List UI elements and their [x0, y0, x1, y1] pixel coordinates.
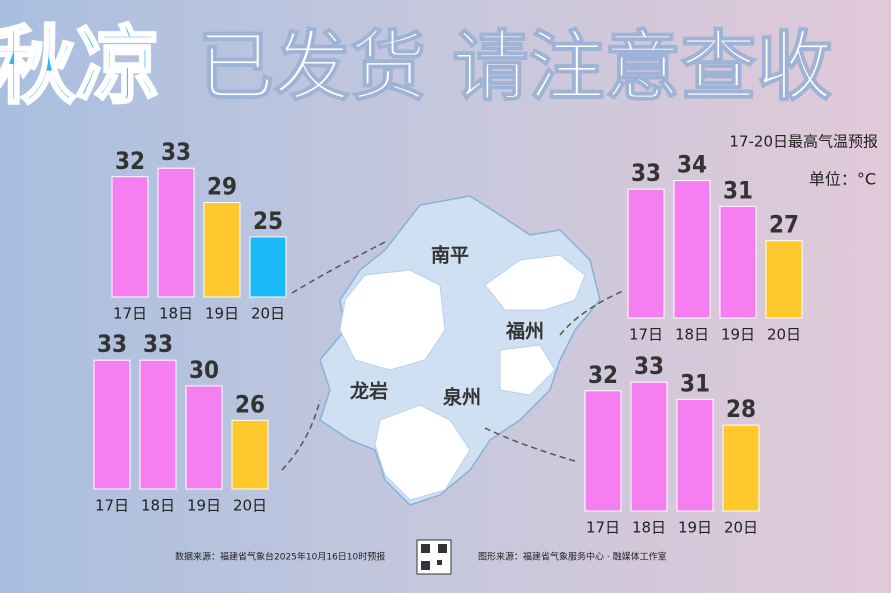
region-label: 南平: [431, 245, 469, 267]
x-tick-label: 19日: [678, 519, 712, 537]
bar: [249, 236, 287, 298]
x-tick-label: 19日: [205, 305, 239, 323]
bar: [584, 390, 622, 512]
x-tick-label: 20日: [251, 305, 285, 323]
value-label: 31: [723, 176, 753, 204]
x-tick-label: 17日: [629, 326, 663, 344]
value-label: 28: [726, 395, 756, 423]
unit: 单位：°C: [809, 170, 876, 189]
value-label: 33: [634, 352, 664, 380]
bar: [203, 202, 241, 298]
qr-code: [421, 561, 430, 570]
x-tick-label: 17日: [95, 497, 129, 515]
bar: [139, 359, 177, 490]
bar: [765, 240, 803, 319]
bar: [673, 180, 711, 319]
qr-code: [438, 544, 447, 553]
source: 数据来源：福建省气象台2025年10月16日10时预报: [175, 551, 385, 563]
bar: [630, 381, 668, 512]
value-label: 32: [588, 361, 618, 389]
region-label: 福州: [505, 320, 544, 343]
x-tick-label: 17日: [113, 305, 147, 323]
value-label: 32: [115, 147, 145, 175]
x-tick-label: 18日: [632, 519, 666, 537]
title-highlight: 秋凉: [0, 17, 160, 115]
district: [374, 404, 471, 501]
bar: [719, 205, 757, 319]
map: [281, 195, 626, 506]
qr-code: [437, 560, 442, 565]
x-tick-label: 19日: [721, 326, 755, 344]
bar: [157, 167, 195, 298]
bar: [93, 359, 131, 490]
arrow: [291, 241, 386, 294]
value-label: 31: [680, 369, 710, 397]
bar: [231, 419, 269, 490]
bar: [185, 385, 223, 490]
x-tick-label: 20日: [233, 497, 267, 515]
arrow: [559, 289, 626, 336]
x-tick-label: 18日: [141, 497, 175, 515]
value-label: 33: [97, 330, 127, 358]
district: [499, 344, 556, 396]
x-tick-label: 20日: [724, 519, 758, 537]
value-label: 33: [143, 330, 173, 358]
bar: [676, 398, 714, 512]
value-label: 27: [769, 211, 799, 239]
credit: 图形来源：福建省气象服务中心 · 融媒体工作室: [478, 551, 667, 563]
value-label: 34: [677, 151, 707, 179]
subtitle: 17-20日最高气温预报: [729, 133, 878, 151]
value-label: 33: [631, 159, 661, 187]
bar: [111, 176, 149, 298]
title: 已发货 请注意查收: [198, 22, 832, 111]
district: [484, 254, 586, 311]
x-tick-label: 17日: [586, 519, 620, 537]
value-label: 26: [235, 390, 265, 418]
district: [339, 269, 446, 371]
value-label: 33: [161, 138, 191, 166]
value-label: 29: [207, 173, 237, 201]
value-label: 30: [189, 356, 219, 384]
x-tick-label: 20日: [767, 326, 801, 344]
region-label: 龙岩: [350, 380, 388, 403]
qr-code: [421, 544, 430, 553]
bar: [627, 188, 665, 319]
x-tick-label: 18日: [159, 305, 193, 323]
value-label: 25: [253, 207, 283, 235]
arrow: [484, 427, 579, 463]
arrow: [281, 399, 321, 471]
x-tick-label: 19日: [187, 497, 221, 515]
x-tick-label: 18日: [675, 326, 709, 344]
bar: [722, 424, 760, 512]
region-label: 泉州: [442, 386, 481, 409]
